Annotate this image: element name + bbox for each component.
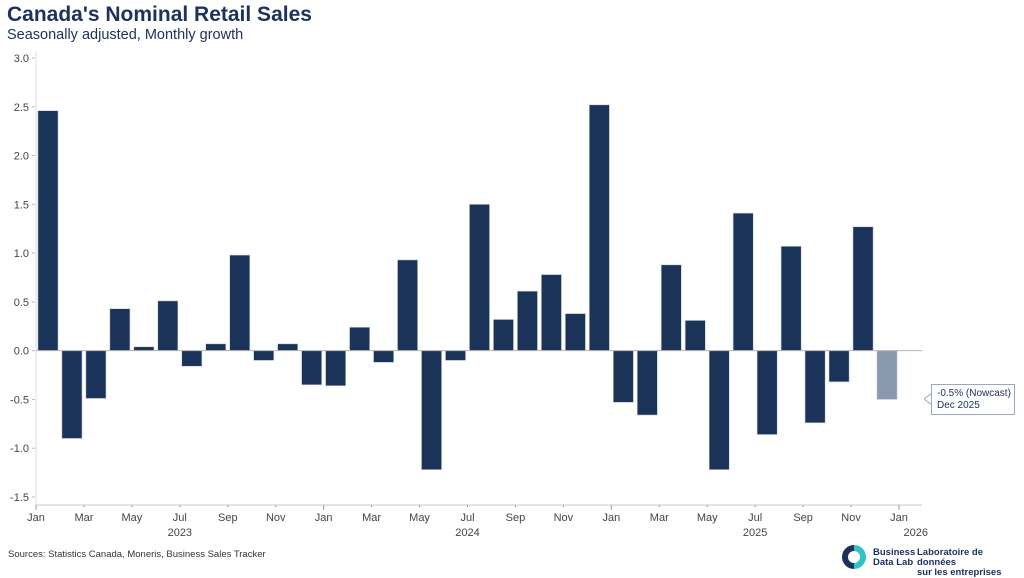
bar xyxy=(828,350,850,383)
bar xyxy=(373,350,394,363)
bar xyxy=(109,308,131,351)
x-tick-label: Jan xyxy=(27,512,45,524)
bar xyxy=(588,104,610,351)
x-tick-label: Sep xyxy=(218,512,238,524)
bar xyxy=(325,350,347,387)
bar xyxy=(612,350,634,403)
bar xyxy=(541,274,562,351)
x-tick-label: Mar xyxy=(74,512,93,524)
y-tick-label: -0.5 xyxy=(10,394,29,406)
logo-en-line1: Business xyxy=(873,547,916,558)
x-tick-label: Jan xyxy=(315,512,333,524)
x-tick-label: Sep xyxy=(793,512,813,524)
bar xyxy=(277,343,299,351)
bar xyxy=(85,350,107,399)
callout-date: Dec 2025 xyxy=(937,400,980,411)
y-tick-label: 1.5 xyxy=(14,199,29,211)
x-tick-label: Jul xyxy=(748,512,762,524)
nowcast-bar xyxy=(876,350,898,400)
x-tick-label: Mar xyxy=(650,512,669,524)
x-tick-label: Jul xyxy=(173,512,187,524)
x-tick-label: May xyxy=(697,512,718,524)
x-year-label: 2024 xyxy=(455,527,479,539)
bar xyxy=(421,350,442,470)
y-tick-label: 2.0 xyxy=(14,151,29,163)
x-year-label: 2025 xyxy=(743,527,767,539)
y-tick-label: 0.5 xyxy=(14,297,29,309)
y-tick-label: 0.0 xyxy=(14,346,29,358)
x-tick-label: Nov xyxy=(266,512,286,524)
bar xyxy=(660,264,682,351)
bar xyxy=(61,350,83,439)
bar xyxy=(205,343,227,351)
bar xyxy=(445,350,466,361)
chart-subtitle: Seasonally adjusted, Monthly growth xyxy=(7,27,244,43)
logo-text-fr: Laboratoire de données sur les entrepris… xyxy=(917,548,1021,578)
source-note: Sources: Statistics Canada, Moneris, Bus… xyxy=(8,549,266,560)
bar xyxy=(636,350,658,416)
bar xyxy=(708,350,730,470)
x-axis: Jan Mar May Jul Sep Nov Jan Mar May Jul Sep Nov Jan M… xyxy=(27,504,928,539)
bars xyxy=(37,104,898,470)
bar xyxy=(301,350,323,386)
x-tick-label: Nov xyxy=(841,512,861,524)
x-tick-label: May xyxy=(121,512,142,524)
x-tick-label: Nov xyxy=(554,512,574,524)
bar xyxy=(517,290,538,351)
logo-text-en: Business Data Lab xyxy=(873,548,915,568)
bar xyxy=(349,326,370,351)
bar xyxy=(181,350,203,367)
x-tick-label: Jan xyxy=(602,512,620,524)
logo-fr-line2: sur les entreprises xyxy=(917,567,1002,578)
x-tick-label: Mar xyxy=(362,512,381,524)
logo-en-line2: Data Lab xyxy=(873,557,914,568)
bar xyxy=(397,259,418,351)
callout-value: -0.5% (Nowcast) xyxy=(937,388,1011,399)
bar xyxy=(756,350,778,435)
bar xyxy=(253,350,275,361)
bar xyxy=(804,350,826,424)
y-tick-label: 2.5 xyxy=(14,102,29,114)
x-year-label: 2023 xyxy=(168,527,192,539)
bar xyxy=(852,226,874,351)
bar xyxy=(732,212,754,351)
chart-title: Canada's Nominal Retail Sales xyxy=(7,3,312,26)
y-tick-label: 1.0 xyxy=(14,248,29,260)
bar xyxy=(469,204,490,351)
nowcast-callout: -0.5% (Nowcast) Dec 2025 xyxy=(931,384,1015,415)
bar xyxy=(37,110,59,351)
bar xyxy=(780,245,802,351)
y-tick-label: -1.5 xyxy=(10,492,29,504)
logo-fr-line1: Laboratoire de données xyxy=(917,547,983,568)
x-tick-label: Sep xyxy=(506,512,526,524)
x-tick-label: Jul xyxy=(460,512,474,524)
y-tick-label: -1.0 xyxy=(10,443,29,455)
x-tick-label: May xyxy=(409,512,430,524)
business-data-lab-logo: Business Data Lab Laboratoire de données… xyxy=(841,544,1021,578)
y-axis: 3.0 2.5 2.0 1.5 1.0 0.5 0.0 -0.5 -1.0 -1.5 xyxy=(10,52,37,505)
bar xyxy=(229,254,251,351)
bar-chart: 3.0 2.5 2.0 1.5 1.0 0.5 0.0 -0.5 -1.0 -1.5 Jan Mar… xyxy=(10,52,928,539)
x-tick-label: Jan xyxy=(890,512,908,524)
bar xyxy=(565,313,586,351)
bar xyxy=(684,320,706,351)
bar xyxy=(157,300,179,351)
x-year-label: 2026 xyxy=(904,527,928,539)
logo-ring-icon xyxy=(842,545,866,569)
bar xyxy=(133,346,155,351)
y-tick-label: 3.0 xyxy=(14,53,29,65)
bar xyxy=(493,319,514,351)
